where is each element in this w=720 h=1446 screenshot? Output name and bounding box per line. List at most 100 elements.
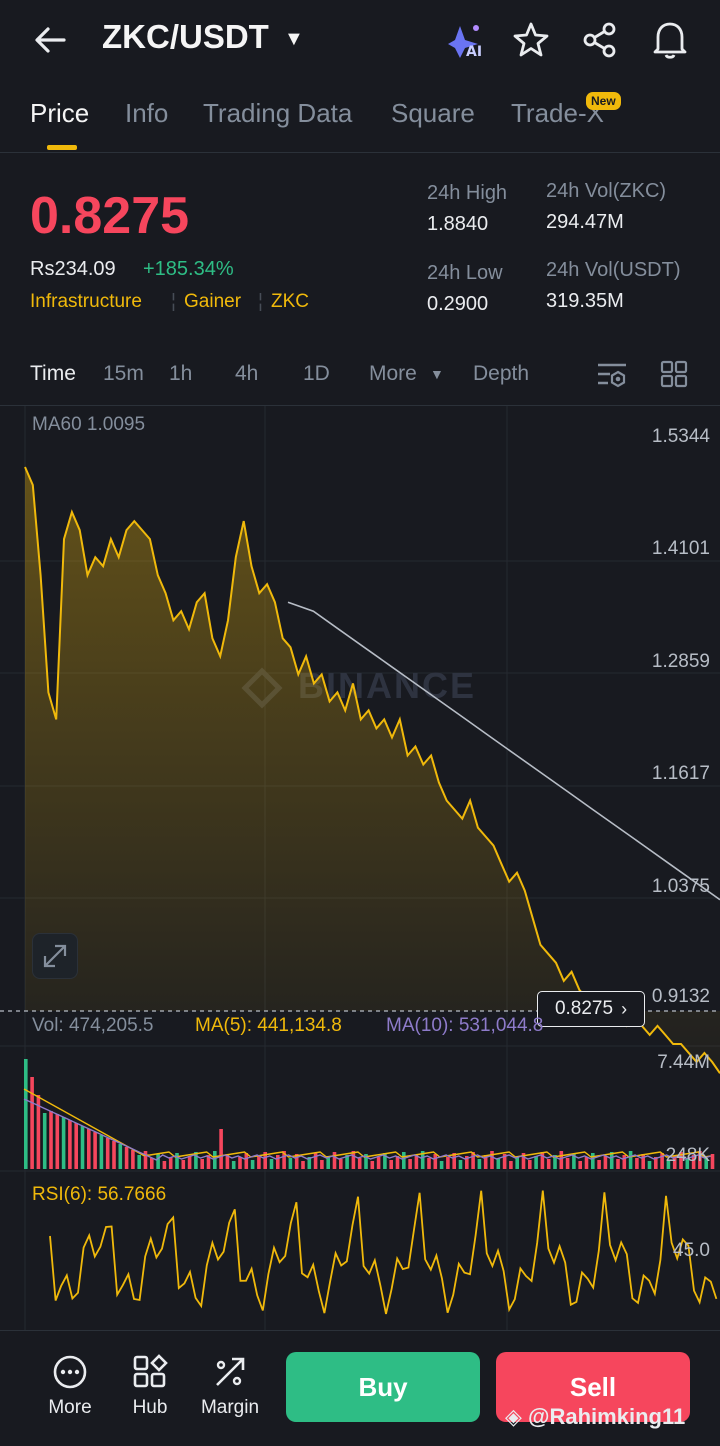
volume-bar	[395, 1156, 400, 1169]
volume-bar	[150, 1158, 154, 1169]
tag-gainer[interactable]: Gainer	[184, 291, 242, 312]
volume-bar	[244, 1153, 249, 1169]
bell-icon[interactable]	[650, 18, 690, 60]
back-arrow-icon[interactable]	[30, 22, 70, 58]
volume-bar	[509, 1161, 513, 1169]
timeframe-more[interactable]: More	[369, 362, 417, 385]
ma10-label: MA(10): 531,044.8	[386, 1015, 544, 1036]
svg-text:AI: AI	[466, 44, 482, 60]
volume-bar	[61, 1117, 66, 1169]
tag-infrastructure[interactable]: Infrastructure	[30, 291, 142, 312]
volume-bar	[250, 1160, 255, 1169]
indicator-settings-icon[interactable]	[596, 360, 628, 390]
volume-bar	[635, 1158, 639, 1169]
volume-bar	[206, 1155, 211, 1169]
volume-bar	[710, 1154, 715, 1169]
vol-base-value: 294.47M	[546, 211, 624, 233]
timeframe-1d[interactable]: 1D	[303, 362, 330, 385]
volume-bar	[288, 1158, 293, 1169]
star-icon[interactable]	[511, 20, 551, 60]
volume-bar	[156, 1154, 160, 1169]
high-value: 1.8840	[427, 213, 489, 235]
expand-icon[interactable]	[32, 933, 78, 979]
volume-bar	[105, 1138, 110, 1169]
volume-bar	[320, 1160, 324, 1169]
ai-icon[interactable]: AI	[446, 20, 484, 60]
volume-bar	[357, 1158, 362, 1169]
volume-bar	[42, 1113, 47, 1169]
volume-bar	[181, 1160, 186, 1169]
volume-bar	[622, 1155, 627, 1169]
volume-bar	[364, 1154, 368, 1169]
volume-bar	[609, 1152, 614, 1169]
volume-bar	[578, 1161, 582, 1169]
volume-bar	[219, 1129, 223, 1169]
volume-bar	[496, 1158, 501, 1169]
volume-bar	[124, 1147, 129, 1169]
timeframe-4h[interactable]: 4h	[235, 362, 259, 385]
volume-bar	[420, 1151, 425, 1169]
volume-bar	[591, 1153, 595, 1169]
vol-base-label: 24h Vol(ZKC)	[546, 180, 667, 202]
more-label[interactable]: More	[48, 1397, 92, 1418]
timeframe-time[interactable]: Time	[30, 362, 76, 385]
volume-bar	[389, 1160, 393, 1169]
watermark-handle: @Rahimking11	[528, 1404, 686, 1429]
volume-bar	[660, 1153, 664, 1169]
tag-zkc[interactable]: ZKC	[271, 291, 309, 312]
grid-layout-icon[interactable]	[660, 360, 688, 388]
last-price: 0.8275	[30, 187, 190, 245]
rsi-line	[49, 1190, 718, 1315]
tab-trading-data[interactable]: Trading Data	[203, 98, 353, 128]
volume-bar	[502, 1154, 507, 1169]
margin-icon[interactable]	[212, 1354, 248, 1390]
timeframe-1h[interactable]: 1h	[169, 362, 193, 385]
tab-price[interactable]: Price	[30, 98, 90, 128]
tab-square[interactable]: Square	[391, 98, 475, 128]
volume-bar	[490, 1151, 494, 1169]
volume-bar	[414, 1155, 419, 1169]
volume-bar	[263, 1152, 267, 1169]
volume-bar	[672, 1156, 677, 1169]
volume-bars	[24, 1059, 715, 1169]
volume-bar	[465, 1156, 469, 1169]
more-icon[interactable]	[52, 1354, 88, 1390]
volume-bar	[528, 1160, 532, 1169]
chart-top-divider	[0, 405, 720, 406]
timeframe-15m[interactable]: 15m	[103, 362, 144, 385]
hub-icon[interactable]	[132, 1354, 168, 1390]
low-value: 0.2900	[427, 293, 489, 315]
volume-axis-bottom: 248K	[665, 1145, 710, 1166]
volume-bar	[24, 1059, 28, 1169]
new-badge: New	[586, 92, 621, 110]
ma60-line	[287, 601, 720, 901]
low-label: 24h Low	[427, 262, 503, 284]
sell-button[interactable]: Sell	[496, 1352, 690, 1422]
volume-bar	[276, 1155, 280, 1169]
buy-button[interactable]: Buy	[286, 1352, 480, 1422]
volume-bar	[534, 1156, 538, 1169]
volume-bar	[698, 1151, 702, 1169]
volume-bar	[471, 1152, 475, 1169]
volume-bar	[112, 1141, 116, 1169]
volume-bar	[30, 1077, 34, 1169]
share-icon[interactable]	[580, 20, 620, 60]
hub-label[interactable]: Hub	[132, 1397, 168, 1418]
volume-bar	[307, 1157, 312, 1169]
price-change: +185.34%	[143, 258, 234, 280]
axis-label-4: 1.1617	[651, 763, 710, 784]
pair-selector[interactable]: ZKC/USDT ▼	[102, 18, 304, 56]
volume-bar	[691, 1155, 696, 1169]
volume-bar	[584, 1157, 589, 1169]
volume-bar	[679, 1152, 683, 1169]
volume-bar	[458, 1160, 463, 1169]
margin-label[interactable]: Margin	[200, 1397, 260, 1418]
volume-bar	[187, 1156, 192, 1169]
current-price-tag[interactable]: 0.8275 ›	[537, 991, 645, 1027]
tab-info[interactable]: Info	[125, 98, 169, 128]
timeframe-depth[interactable]: Depth	[473, 362, 530, 385]
volume-bar	[269, 1159, 274, 1169]
volume-bar	[603, 1156, 608, 1169]
fiat-price: Rs234.09	[30, 258, 116, 280]
price-area	[25, 467, 720, 1074]
